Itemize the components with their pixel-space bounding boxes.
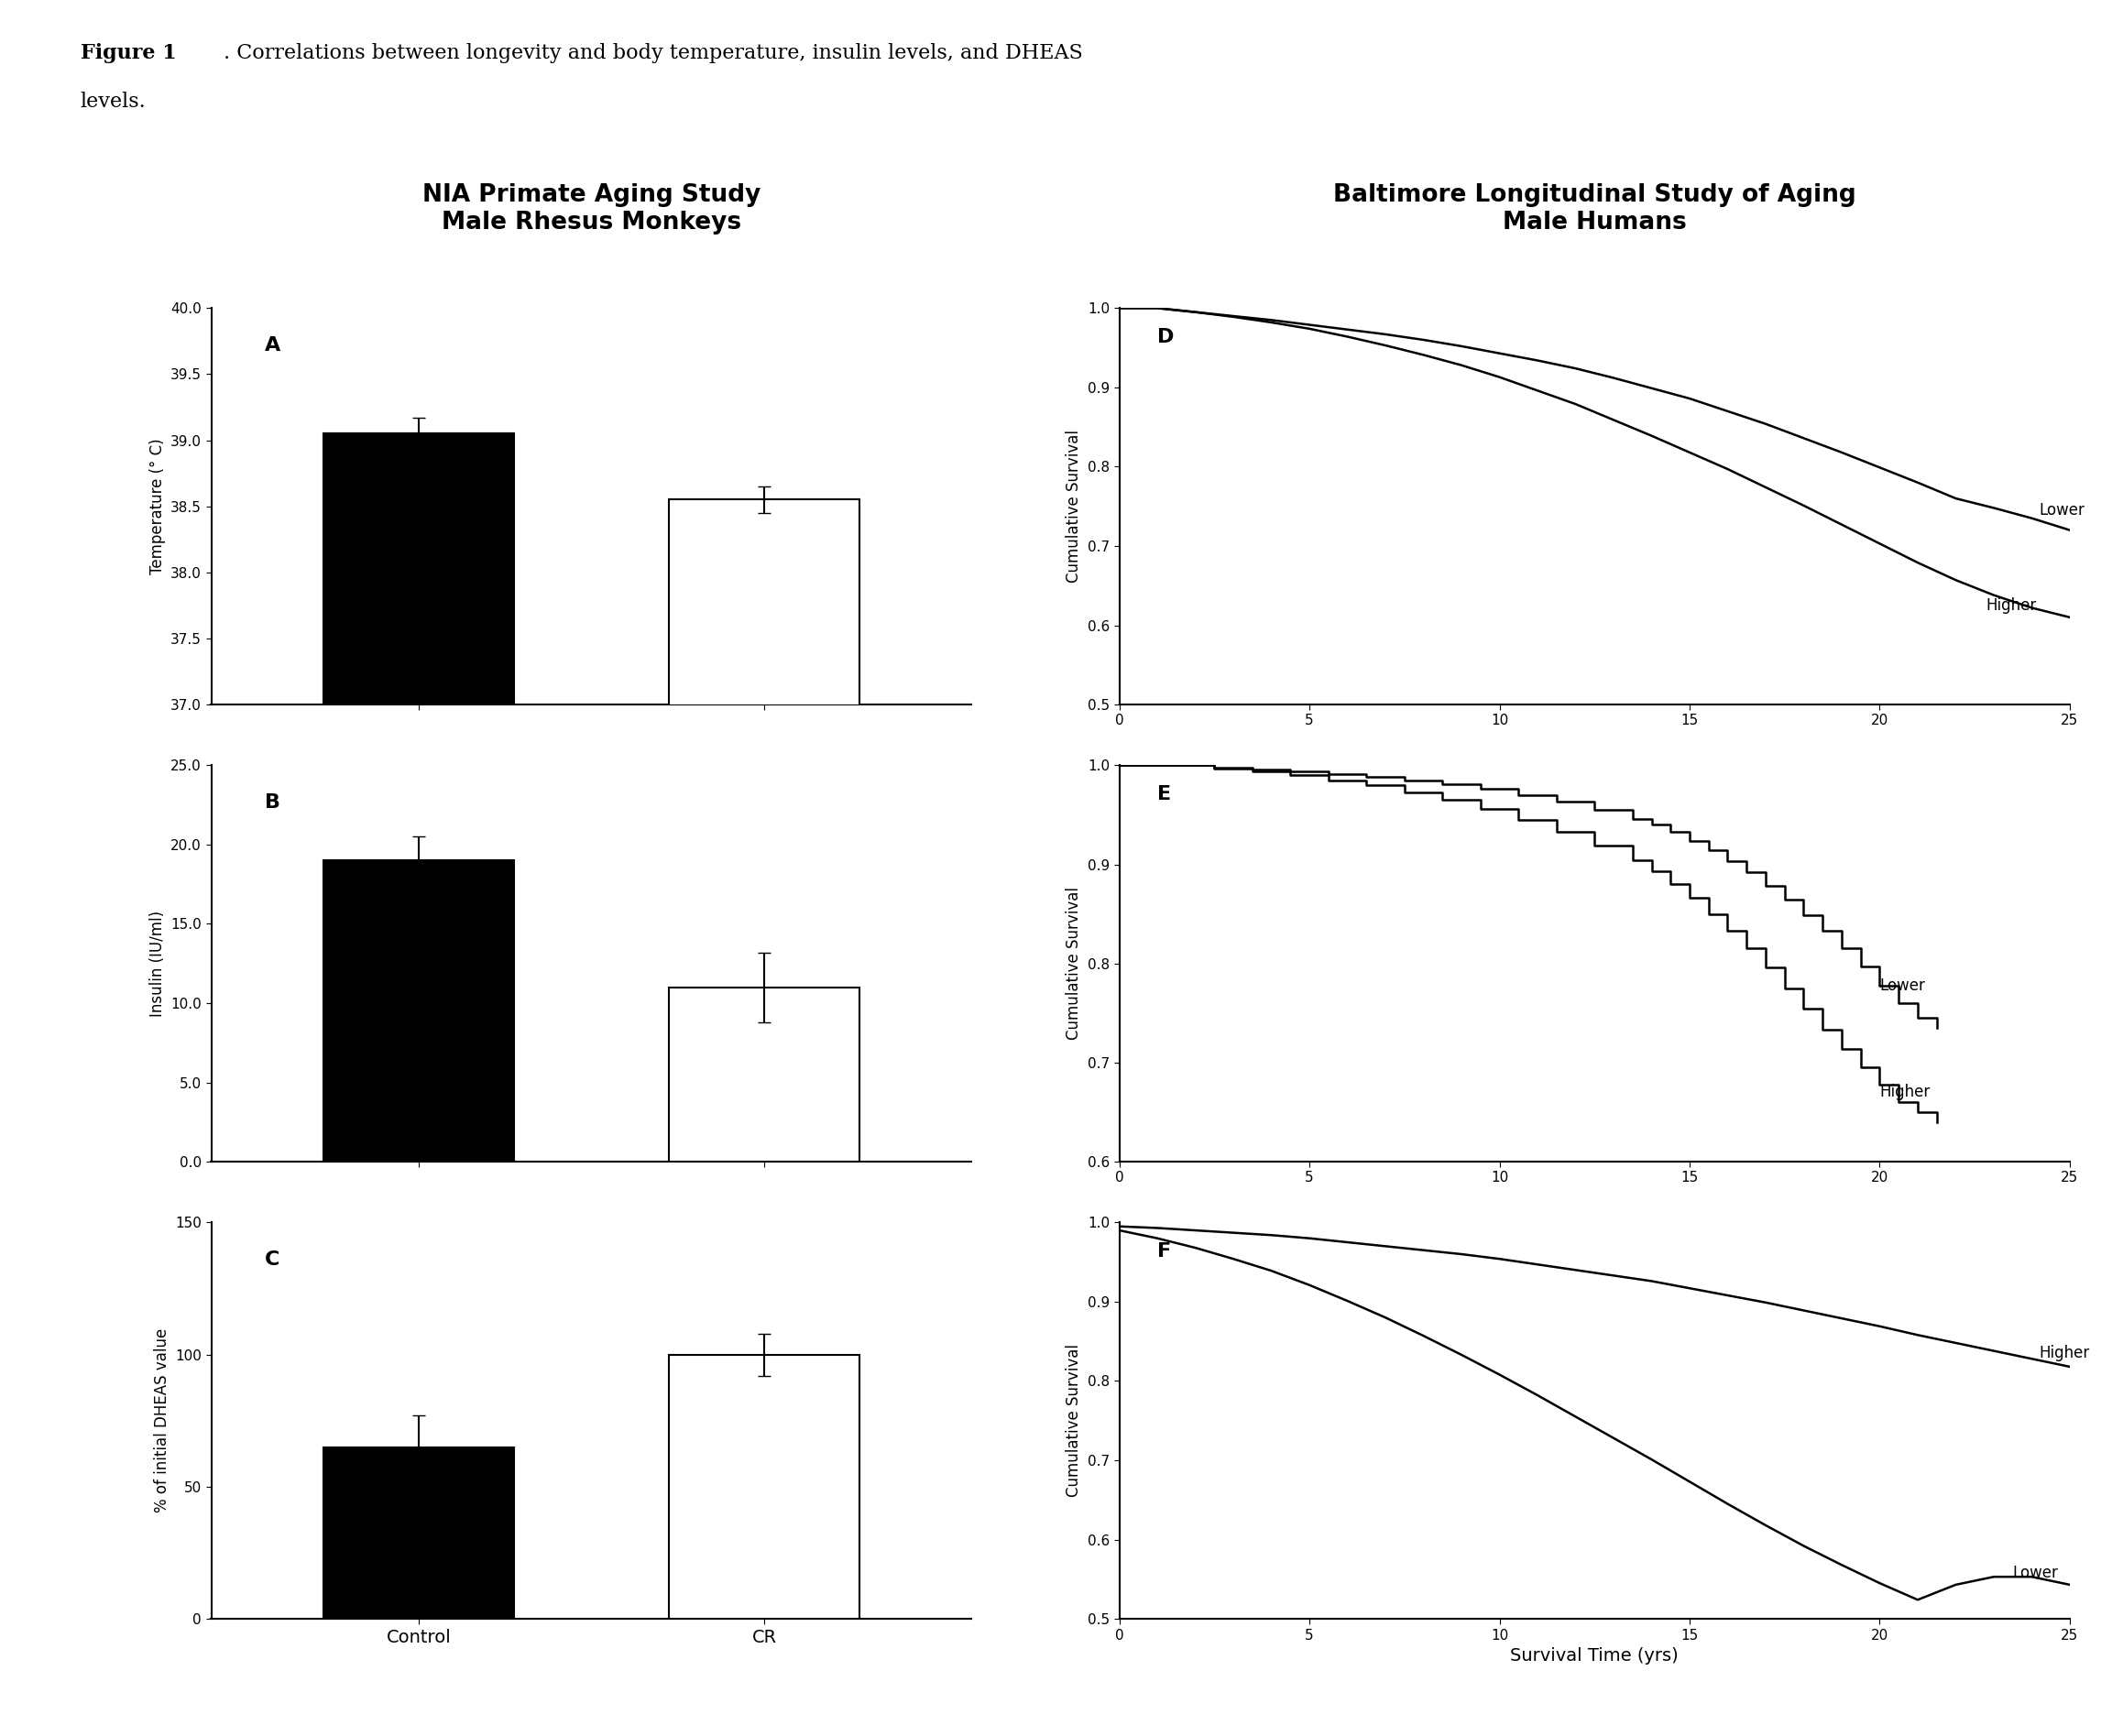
Text: C: C: [264, 1250, 279, 1269]
Text: Higher: Higher: [1880, 1083, 1930, 1101]
Text: . Correlations between longevity and body temperature, insulin levels, and DHEAS: . Correlations between longevity and bod…: [224, 43, 1083, 64]
Bar: [670, 1354, 860, 1618]
Text: Baltimore Longitudinal Study of Aging
Male Humans: Baltimore Longitudinal Study of Aging Ma…: [1333, 182, 1856, 234]
Bar: [670, 500, 860, 1736]
Y-axis label: Cumulative Survival: Cumulative Survival: [1067, 887, 1083, 1040]
Y-axis label: Cumulative Survival: Cumulative Survival: [1067, 1344, 1083, 1496]
Text: D: D: [1157, 328, 1174, 345]
Text: Lower: Lower: [2013, 1564, 2059, 1581]
Y-axis label: Insulin (IU/ml): Insulin (IU/ml): [150, 910, 165, 1017]
Text: Lower: Lower: [1880, 977, 1926, 993]
Bar: [670, 988, 860, 1161]
Text: Lower: Lower: [2040, 502, 2085, 519]
Bar: [323, 1448, 513, 1618]
Text: Figure 1: Figure 1: [80, 43, 175, 64]
Y-axis label: % of initial DHEAS value: % of initial DHEAS value: [154, 1328, 171, 1512]
Bar: [323, 861, 513, 1161]
X-axis label: Survival Time (yrs): Survival Time (yrs): [1510, 1647, 1679, 1665]
Text: NIA Primate Aging Study
Male Rhesus Monkeys: NIA Primate Aging Study Male Rhesus Monk…: [422, 182, 760, 234]
Y-axis label: Temperature (° C): Temperature (° C): [150, 437, 165, 575]
Text: E: E: [1157, 785, 1172, 804]
Bar: [323, 434, 513, 1736]
Text: Higher: Higher: [2040, 1345, 2091, 1361]
Text: B: B: [264, 793, 281, 811]
Text: levels.: levels.: [80, 92, 146, 113]
Text: Higher: Higher: [1985, 597, 2036, 613]
Y-axis label: Cumulative Survival: Cumulative Survival: [1067, 431, 1083, 583]
Text: A: A: [264, 335, 281, 354]
Text: F: F: [1157, 1243, 1172, 1260]
